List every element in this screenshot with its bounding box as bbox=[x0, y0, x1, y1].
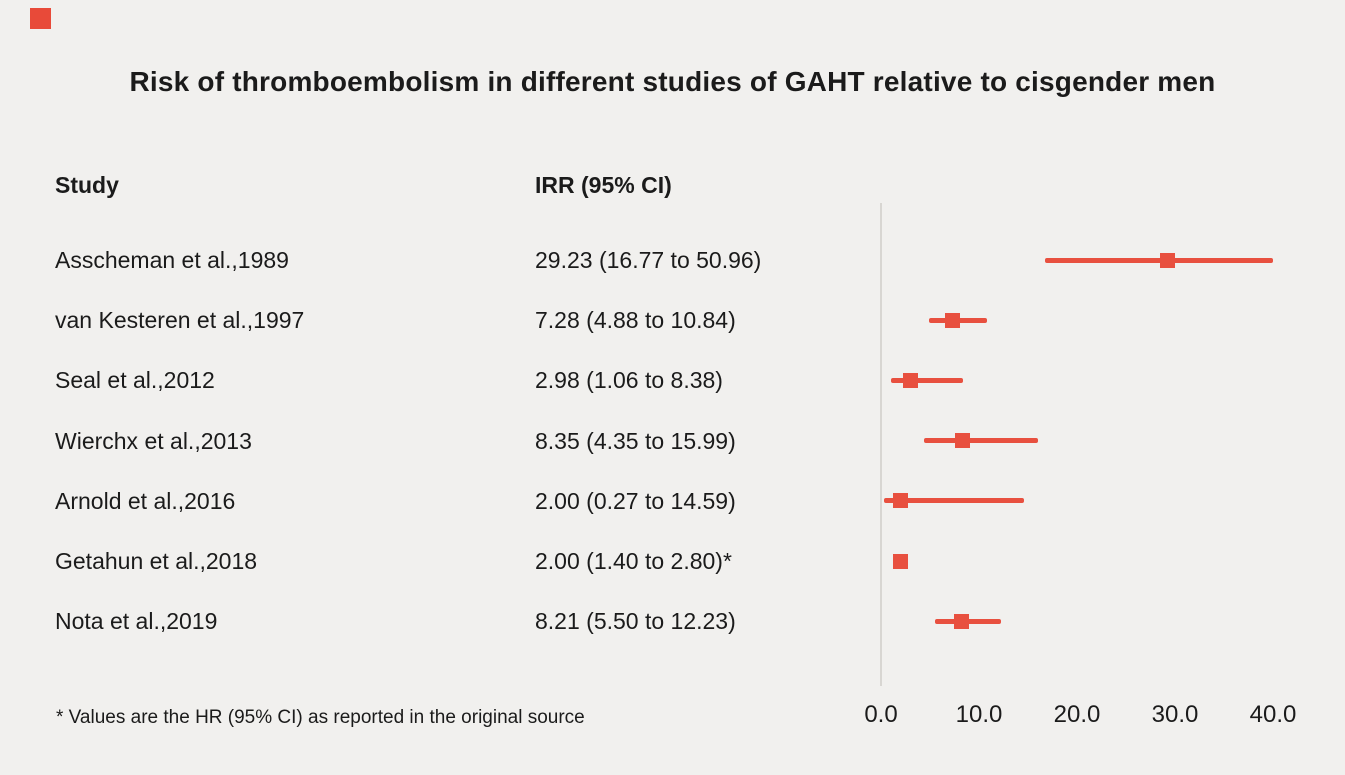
study-label: Seal et al.,2012 bbox=[55, 367, 215, 394]
irr-value: 2.00 (0.27 to 14.59) bbox=[535, 487, 736, 514]
zero-axis-line bbox=[880, 203, 882, 686]
study-label: Wierchx et al.,2013 bbox=[55, 427, 252, 454]
brand-logo-mark bbox=[30, 8, 51, 29]
irr-marker bbox=[955, 433, 971, 449]
irr-value: 8.21 (5.50 to 12.23) bbox=[535, 608, 736, 635]
study-label: van Kesteren et al.,1997 bbox=[55, 307, 305, 334]
study-label: Getahun et al.,2018 bbox=[55, 548, 258, 574]
study-label: Asscheman et al.,1989 bbox=[55, 247, 289, 273]
irr-value: 7.28 (4.88 to 10.84) bbox=[535, 307, 736, 334]
ci-line bbox=[891, 377, 964, 383]
x-tick-label: 10.0 bbox=[955, 701, 1003, 728]
x-tick-label: 30.0 bbox=[1151, 701, 1199, 728]
ci-line bbox=[1045, 257, 1273, 263]
x-tick-label: 20.0 bbox=[1053, 701, 1101, 728]
irr-marker bbox=[953, 613, 969, 629]
irr-marker bbox=[902, 372, 918, 388]
page-title: Risk of thromboembolism in different stu… bbox=[129, 66, 1216, 97]
irr-value: 2.00 (1.40 to 2.80)* bbox=[535, 548, 732, 574]
irr-value: 8.35 (4.35 to 15.99) bbox=[535, 427, 736, 454]
irr-marker bbox=[893, 493, 909, 509]
irr-marker bbox=[893, 553, 909, 569]
irr-marker bbox=[1159, 252, 1175, 268]
study-label: Nota et al.,2019 bbox=[55, 608, 218, 635]
ci-line bbox=[923, 438, 1038, 444]
ci-line bbox=[883, 498, 1024, 504]
irr-value: 29.23 (16.77 to 50.96) bbox=[535, 247, 762, 273]
footnote: * Values are the HR (95% CI) as reported… bbox=[56, 707, 585, 728]
study-label: Arnold et al.,2016 bbox=[55, 487, 236, 514]
column-header-study: Study bbox=[55, 172, 119, 198]
column-header-irr: IRR (95% CI) bbox=[535, 172, 672, 198]
irr-value: 2.98 (1.06 to 8.38) bbox=[535, 367, 723, 394]
irr-marker bbox=[944, 312, 960, 328]
x-tick-label: 40.0 bbox=[1249, 701, 1297, 728]
x-tick-label: 0.0 bbox=[864, 701, 898, 728]
